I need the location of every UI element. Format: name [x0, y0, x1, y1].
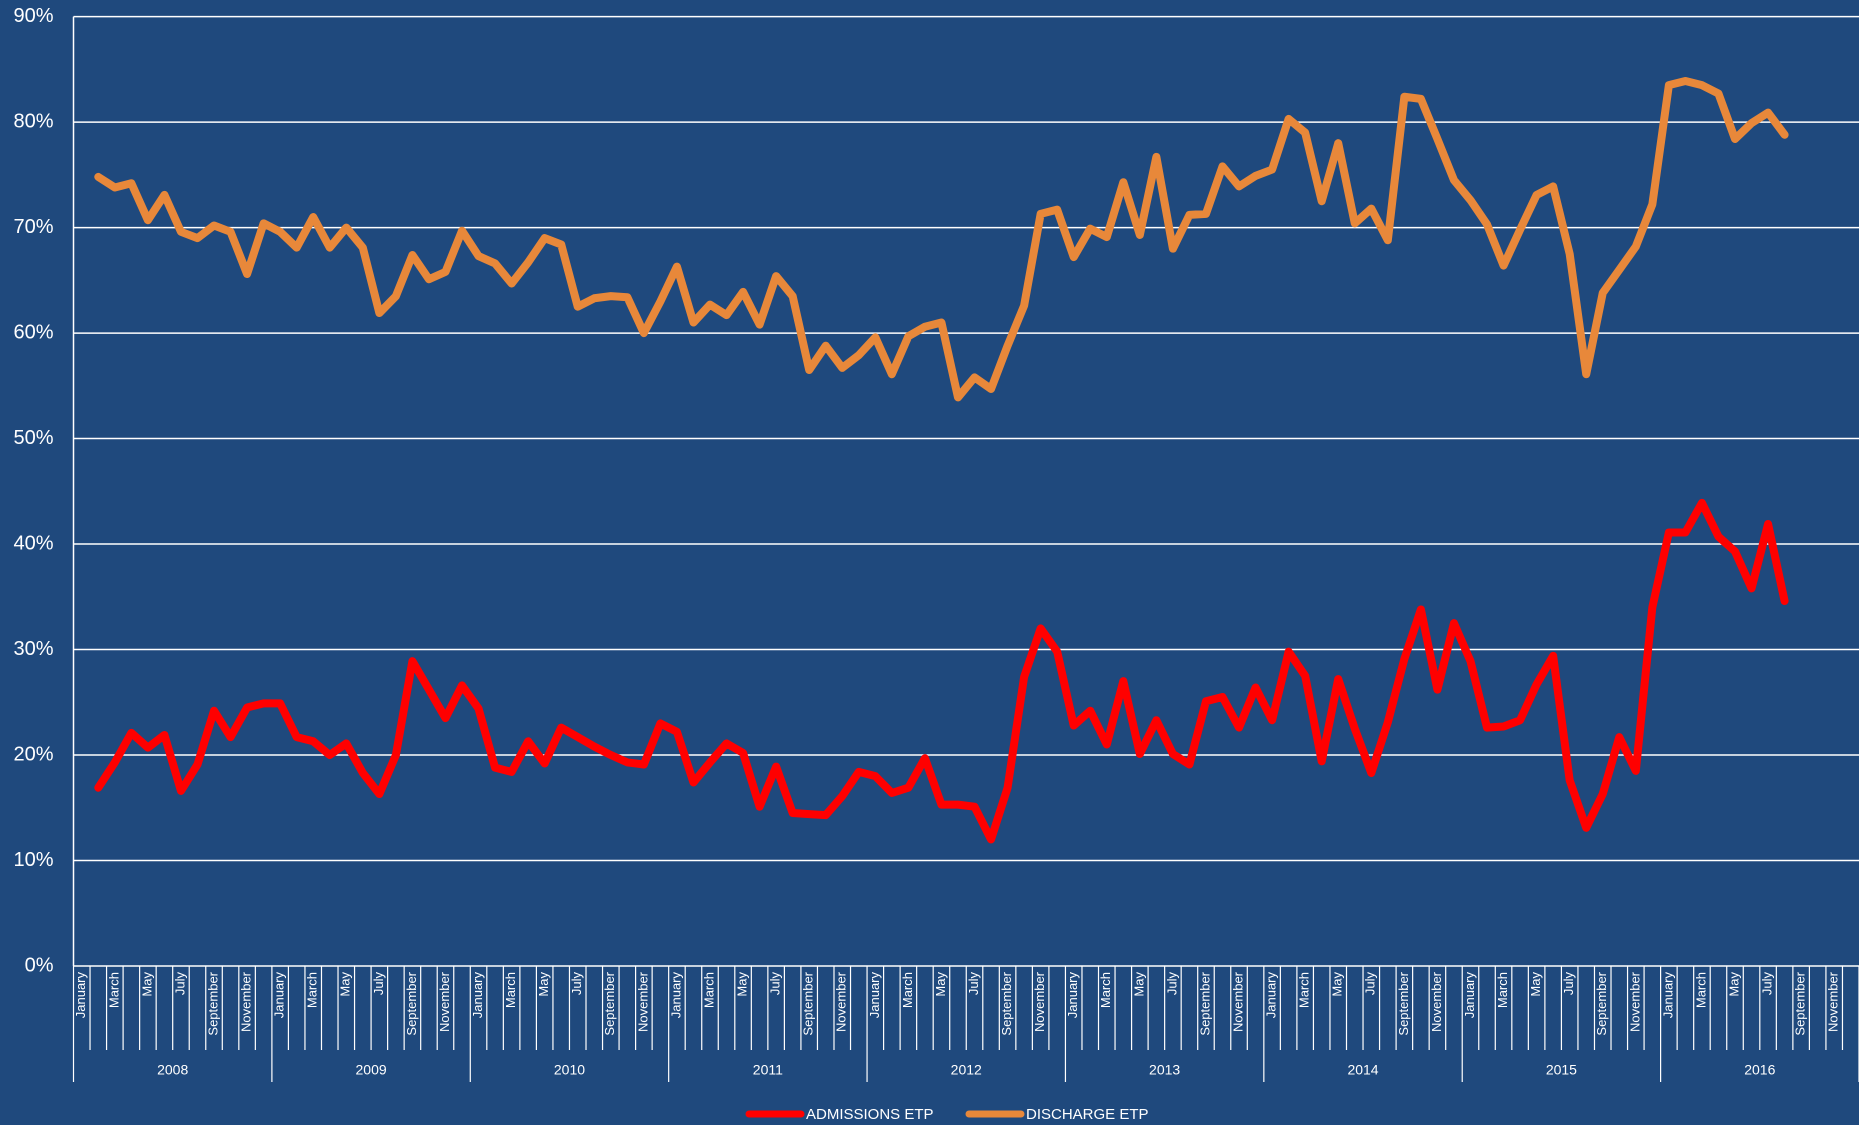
x-tick-label: September — [1594, 971, 1609, 1035]
x-tick-label: March — [106, 972, 121, 1008]
x-tick-label: May — [338, 972, 353, 997]
x-tick-label: March — [900, 972, 915, 1008]
legend-label: ADMISSIONS ETP — [806, 1106, 934, 1123]
x-tick-label: November — [437, 971, 452, 1032]
legend-label: DISCHARGE ETP — [1026, 1106, 1149, 1123]
y-tick-label: 90% — [13, 5, 53, 27]
x-tick-label: March — [1297, 972, 1312, 1008]
y-tick-label: 0% — [25, 954, 54, 976]
year-label: 2010 — [554, 1062, 585, 1078]
year-label: 2015 — [1546, 1062, 1577, 1078]
x-tick-label: July — [966, 972, 981, 996]
x-tick-label: May — [536, 972, 551, 997]
x-tick-label: September — [404, 971, 419, 1035]
series-line — [94, 498, 1789, 844]
year-label: 2008 — [157, 1062, 188, 1078]
x-tick-label: November — [1230, 971, 1245, 1032]
y-tick-label: 40% — [13, 532, 53, 554]
year-label: 2013 — [1149, 1062, 1180, 1078]
x-tick-label: May — [735, 972, 750, 997]
year-label: 2014 — [1347, 1062, 1378, 1078]
x-tick-label: January — [1462, 972, 1477, 1019]
y-tick-label: 60% — [13, 321, 53, 343]
x-tick-label: March — [701, 972, 716, 1008]
x-tick-label: January — [470, 972, 485, 1019]
y-tick-label: 20% — [13, 743, 53, 765]
x-tick-label: November — [1032, 971, 1047, 1032]
x-tick-label: January — [272, 972, 287, 1019]
x-tick-label: September — [1396, 971, 1411, 1035]
x-tick-label: July — [172, 972, 187, 996]
year-label: 2009 — [356, 1062, 387, 1078]
year-label: 2016 — [1744, 1062, 1775, 1078]
x-tick-label: January — [1065, 972, 1080, 1019]
x-tick-label: May — [1131, 972, 1146, 997]
x-tick-label: May — [1330, 972, 1345, 997]
x-tick-label: January — [867, 972, 882, 1019]
x-tick-label: November — [635, 971, 650, 1032]
x-tick-label: September — [801, 971, 816, 1035]
x-tick-label: September — [602, 971, 617, 1035]
x-tick-label: July — [371, 972, 386, 996]
x-tick-label: November — [1826, 971, 1841, 1032]
y-tick-label: 70% — [13, 216, 53, 238]
x-tick-label: September — [999, 971, 1014, 1035]
x-tick-label: January — [1660, 972, 1675, 1019]
x-tick-label: January — [668, 972, 683, 1019]
year-label: 2011 — [753, 1062, 783, 1078]
x-tick-label: March — [1495, 972, 1510, 1008]
x-tick-label: May — [933, 972, 948, 997]
x-tick-label: July — [1561, 972, 1576, 996]
x-tick-label: May — [1726, 972, 1741, 997]
y-tick-label: 10% — [13, 849, 53, 871]
x-tick-label: May — [1528, 972, 1543, 997]
year-label: 2012 — [951, 1062, 982, 1078]
x-tick-label: July — [1363, 972, 1378, 996]
x-tick-label: November — [1429, 971, 1444, 1032]
x-tick-label: November — [1627, 971, 1642, 1032]
series-line — [94, 76, 1789, 402]
x-tick-label: September — [205, 971, 220, 1035]
x-tick-label: January — [73, 972, 88, 1019]
x-tick-label: March — [503, 972, 518, 1008]
x-tick-label: July — [569, 972, 584, 996]
x-tick-label: November — [834, 971, 849, 1032]
y-tick-label: 30% — [13, 638, 53, 660]
x-tick-label: March — [1693, 972, 1708, 1008]
x-tick-label: September — [1197, 971, 1212, 1035]
x-tick-label: September — [1793, 971, 1808, 1035]
x-tick-label: July — [1164, 972, 1179, 996]
y-tick-label: 80% — [13, 110, 53, 132]
y-tick-label: 50% — [13, 427, 53, 449]
x-tick-label: January — [1264, 972, 1279, 1019]
x-tick-label: November — [239, 971, 254, 1032]
x-tick-label: March — [305, 972, 320, 1008]
x-tick-label: July — [768, 972, 783, 996]
x-tick-label: July — [1760, 972, 1775, 996]
x-tick-label: May — [139, 972, 154, 997]
x-tick-label: March — [1098, 972, 1113, 1008]
